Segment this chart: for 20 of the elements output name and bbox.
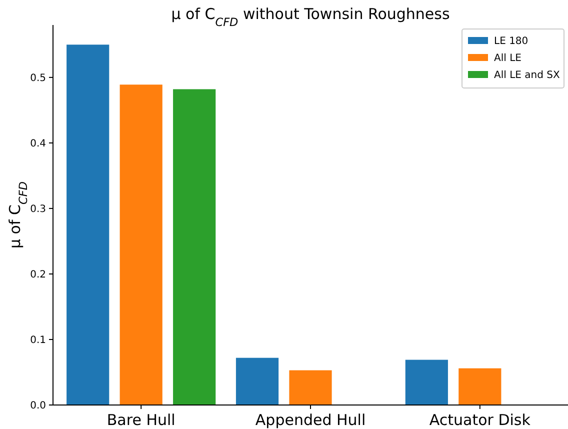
x-tick-label: Bare Hull <box>106 411 176 429</box>
y-tick-label: 0.4 <box>30 138 46 150</box>
bar <box>66 44 110 405</box>
bar <box>289 370 332 405</box>
legend-label: All LE and SX <box>494 70 560 81</box>
y-tick-label: 0.2 <box>30 269 46 280</box>
y-tick-label: 0.1 <box>30 334 46 346</box>
x-tick-label: Appended Hull <box>255 411 366 429</box>
bar <box>120 84 162 405</box>
bar <box>458 368 502 405</box>
legend-label: LE 180 <box>494 36 528 47</box>
bar <box>173 89 216 405</box>
legend-label: All LE <box>494 53 522 64</box>
chart-title: μ of C$_{CFD}$ without Townsin Roughness <box>171 5 450 28</box>
bar <box>236 358 279 405</box>
y-tick-label: 0.0 <box>30 400 46 412</box>
x-tick-label: Actuator Disk <box>429 411 531 429</box>
bar <box>405 360 448 405</box>
y-tick-label: 0.5 <box>30 72 46 84</box>
y-tick-label: 0.3 <box>30 204 46 215</box>
